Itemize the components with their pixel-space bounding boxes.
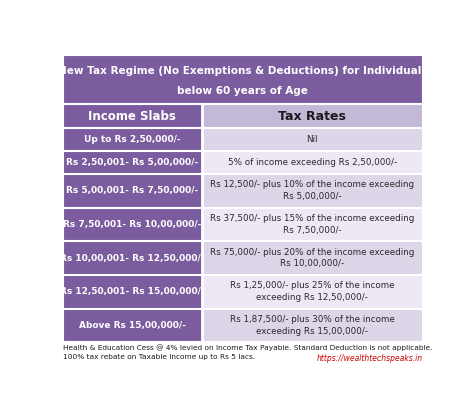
Text: https://wealthtechspeaks.in: https://wealthtechspeaks.in xyxy=(317,354,423,363)
Text: below 60 years of Age: below 60 years of Age xyxy=(177,86,309,96)
Bar xyxy=(63,151,201,174)
Text: Rs 37,500/- plus 15% of the income exceeding
Rs 7,50,000/-: Rs 37,500/- plus 15% of the income excee… xyxy=(210,214,414,235)
Bar xyxy=(63,174,201,208)
Bar xyxy=(63,104,201,128)
Text: Above Rs 15,00,000/-: Above Rs 15,00,000/- xyxy=(79,321,186,330)
Text: Rs 7,50,001- Rs 10,00,000/-: Rs 7,50,001- Rs 10,00,000/- xyxy=(63,220,201,229)
Text: Rs 2,50,001- Rs 5,00,000/-: Rs 2,50,001- Rs 5,00,000/- xyxy=(66,158,198,167)
Text: Income Slabs: Income Slabs xyxy=(88,110,176,122)
Bar xyxy=(63,241,201,275)
Bar xyxy=(201,128,423,151)
Text: Rs 12,50,001- Rs 15,00,000/-: Rs 12,50,001- Rs 15,00,000/- xyxy=(60,287,205,296)
Text: Tax Rates: Tax Rates xyxy=(278,110,346,122)
Text: Nil: Nil xyxy=(307,135,318,144)
Bar xyxy=(63,275,201,308)
Bar xyxy=(201,241,423,275)
Bar xyxy=(63,308,201,342)
Text: Up to Rs 2,50,000/-: Up to Rs 2,50,000/- xyxy=(84,135,181,144)
Bar xyxy=(201,308,423,342)
Bar xyxy=(201,104,423,128)
Text: Rs 1,87,500/- plus 30% of the income
exceeding Rs 15,00,000/-: Rs 1,87,500/- plus 30% of the income exc… xyxy=(230,315,394,336)
Text: Rs 1,25,000/- plus 25% of the income
exceeding Rs 12,50,000/-: Rs 1,25,000/- plus 25% of the income exc… xyxy=(230,281,394,302)
Bar xyxy=(63,128,201,151)
Text: New Tax Regime (No Exemptions & Deductions) for Individuals: New Tax Regime (No Exemptions & Deductio… xyxy=(58,66,428,76)
Bar xyxy=(63,55,423,104)
Bar xyxy=(201,208,423,241)
Bar xyxy=(201,174,423,208)
Text: 5% of income exceeding Rs 2,50,000/-: 5% of income exceeding Rs 2,50,000/- xyxy=(228,158,397,167)
Text: Rs 10,00,001- Rs 12,50,000/-: Rs 10,00,001- Rs 12,50,000/- xyxy=(60,254,204,263)
Text: Health & Education Cess @ 4% levied on Income Tax Payable. Standard Deduction is: Health & Education Cess @ 4% levied on I… xyxy=(63,344,432,351)
Bar xyxy=(63,208,201,241)
Text: Rs 75,000/- plus 20% of the income exceeding
Rs 10,00,000/-: Rs 75,000/- plus 20% of the income excee… xyxy=(210,248,414,269)
Bar xyxy=(201,151,423,174)
Text: Rs 5,00,001- Rs 7,50,000/-: Rs 5,00,001- Rs 7,50,000/- xyxy=(66,186,198,195)
Text: Rs 12,500/- plus 10% of the income exceeding
Rs 5,00,000/-: Rs 12,500/- plus 10% of the income excee… xyxy=(210,181,414,201)
Bar xyxy=(201,275,423,308)
Text: 100% tax rebate on Taxable Income up to Rs 5 lacs.: 100% tax rebate on Taxable Income up to … xyxy=(63,354,255,360)
